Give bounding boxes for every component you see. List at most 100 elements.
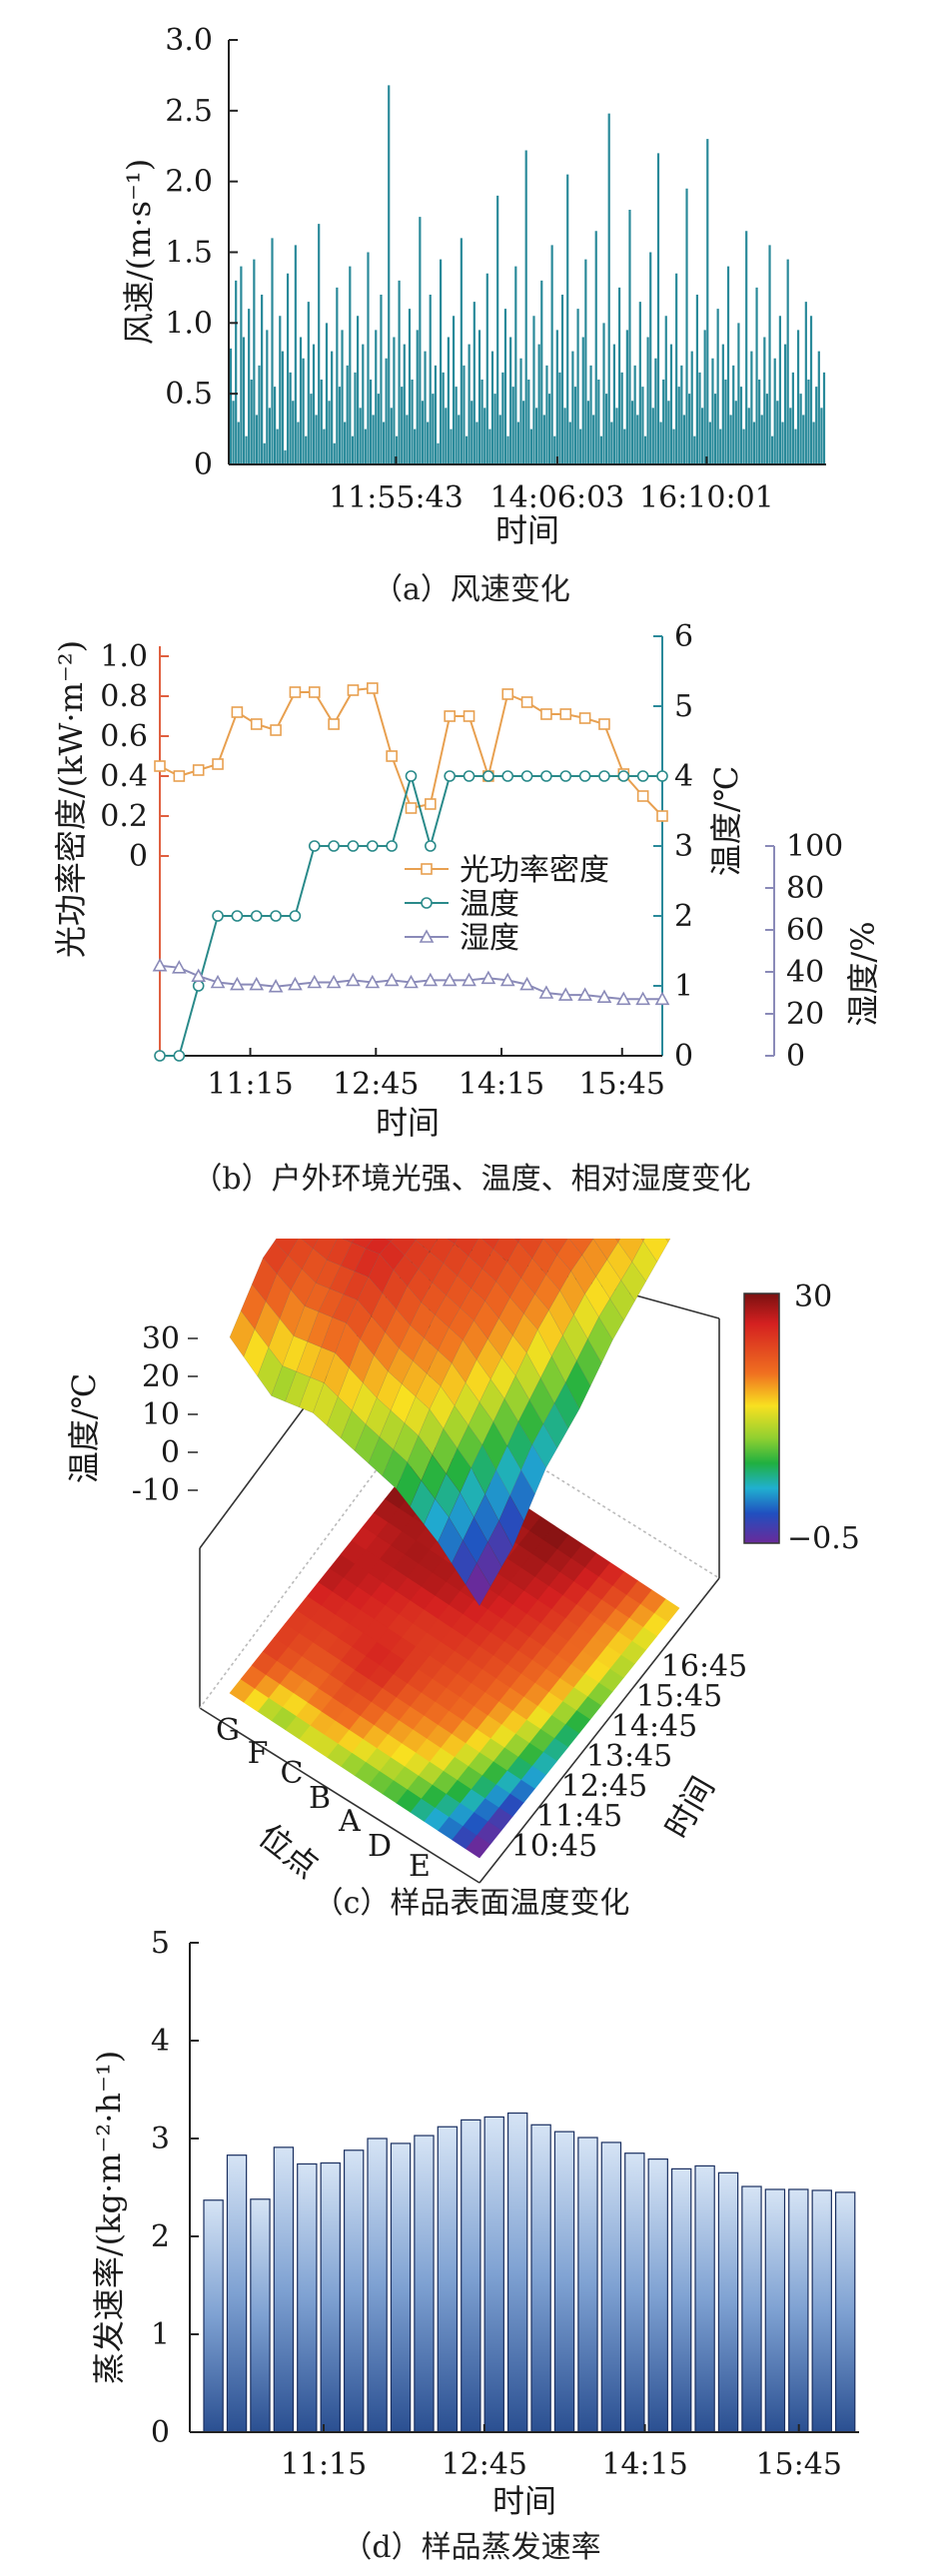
colorbar <box>744 1293 779 1543</box>
y1-tick-label: 0.2 <box>100 799 148 834</box>
light-power-density-marker <box>445 711 455 721</box>
y2-tick-label: 6 <box>674 619 693 654</box>
light-power-density-marker <box>599 719 609 729</box>
light-power-density-marker <box>502 689 512 699</box>
caption-a: （a）风速变化 <box>373 572 570 607</box>
light-power-density-marker <box>310 687 320 697</box>
light-power-density-marker <box>213 759 223 769</box>
temperature-marker <box>213 911 223 921</box>
light-power-density-marker <box>541 709 551 719</box>
evaporation-bars <box>204 2114 855 2432</box>
caption-c: （c）样品表面温度变化 <box>314 1886 630 1918</box>
light-power-density-marker <box>329 719 339 729</box>
y-tick-label: 1.0 <box>165 306 213 341</box>
x-tick-label: 15:45 <box>755 2447 841 2482</box>
y2-tick-label: 3 <box>674 829 693 864</box>
temperature-marker <box>232 911 242 921</box>
evaporation-bar <box>836 2192 855 2432</box>
site-tick-label: E <box>409 1849 431 1884</box>
site-tick-label: C <box>281 1756 304 1791</box>
evaporation-bar <box>718 2172 737 2432</box>
y-tick-label: 2 <box>151 2219 170 2254</box>
evaporation-bar <box>742 2186 761 2432</box>
site-axis-label: 位点 <box>252 1817 326 1886</box>
y-tick-label: 3.0 <box>165 23 213 58</box>
light-power-density-marker <box>560 709 570 719</box>
evaporation-bar <box>391 2144 410 2432</box>
temperature-marker <box>599 771 609 781</box>
light-power-density-marker <box>194 765 204 775</box>
y1-tick-label: 0.8 <box>100 679 148 714</box>
y1-tick-label: 1.0 <box>100 639 148 674</box>
x-tick-label: 14:06:03 <box>490 480 625 515</box>
y-tick-label: 3 <box>151 2122 170 2156</box>
wind-speed-series <box>231 85 824 464</box>
y-tick-label: 0 <box>194 447 213 482</box>
z-tick-label: 0 <box>161 1435 180 1470</box>
light-power-density-marker <box>522 697 532 707</box>
light-power-density-marker <box>290 687 300 697</box>
temperature-surface <box>230 1239 679 1606</box>
y2-axis-label: 温度/℃ <box>707 766 745 877</box>
evaporation-bar <box>484 2117 503 2432</box>
evaporation-bar <box>625 2153 644 2432</box>
y-tick-label: 5 <box>151 1926 170 1961</box>
evaporation-bar <box>789 2189 808 2432</box>
temperature-marker <box>560 771 570 781</box>
light-power-density-marker <box>252 719 262 729</box>
y-tick-label: 1 <box>151 2317 170 2352</box>
evaporation-bar <box>251 2199 270 2432</box>
time-tick-label: 10:45 <box>511 1829 597 1864</box>
temperature-marker <box>174 1051 184 1061</box>
light-power-density-marker <box>426 799 436 809</box>
temperature-marker <box>445 771 455 781</box>
y2-tick-label: 0 <box>674 1039 693 1074</box>
site-tick-label: G <box>216 1713 240 1748</box>
site-tick-label: D <box>368 1829 392 1864</box>
light-power-density-marker <box>638 791 648 801</box>
temperature-marker <box>502 771 512 781</box>
x-tick-label: 15:45 <box>579 1067 665 1102</box>
y2-tick-label: 2 <box>674 899 693 934</box>
light-power-density-marker <box>155 761 165 771</box>
z-tick-label: 20 <box>142 1359 180 1394</box>
evaporation-bar <box>298 2163 317 2432</box>
legend-label: 光功率密度 <box>460 853 609 888</box>
temperature-marker <box>290 911 300 921</box>
light-power-density-marker <box>271 725 281 735</box>
x-axis-label: 时间 <box>495 511 559 549</box>
y-axis-label: 蒸发速率/(kg·m⁻²·h⁻¹) <box>90 2051 128 2384</box>
temperature-marker <box>541 771 551 781</box>
x-tick-label: 11:55:43 <box>329 480 464 515</box>
y3-tick-label: 20 <box>786 997 824 1032</box>
x-tick-label: 16:10:01 <box>639 480 774 515</box>
evaporation-bar <box>462 2120 480 2432</box>
y1-axis-label: 光功率密度/(kW·m⁻²) <box>52 640 90 958</box>
y3-tick-label: 60 <box>786 913 824 948</box>
light-power-density-marker <box>465 711 474 721</box>
z-axis-label: 温度/℃ <box>65 1373 103 1484</box>
x-tick-label: 11:15 <box>207 1067 293 1102</box>
colorbar-min-label: −0.5 <box>787 1521 860 1556</box>
temperature-marker <box>465 771 474 781</box>
y1-tick-label: 0 <box>129 839 148 874</box>
light-power-density-marker <box>174 771 184 781</box>
y-tick-label: 2.5 <box>165 94 213 129</box>
evaporation-bar <box>578 2138 597 2432</box>
evaporation-bar <box>695 2165 714 2432</box>
temperature-marker <box>483 771 493 781</box>
temperature-marker <box>580 771 590 781</box>
light-power-density-marker <box>387 751 397 761</box>
y2-tick-label: 4 <box>674 759 693 794</box>
x-tick-label: 14:15 <box>459 1067 544 1102</box>
temperature-marker <box>657 771 667 781</box>
light-power-density-marker <box>232 707 242 717</box>
temperature-marker <box>271 911 281 921</box>
